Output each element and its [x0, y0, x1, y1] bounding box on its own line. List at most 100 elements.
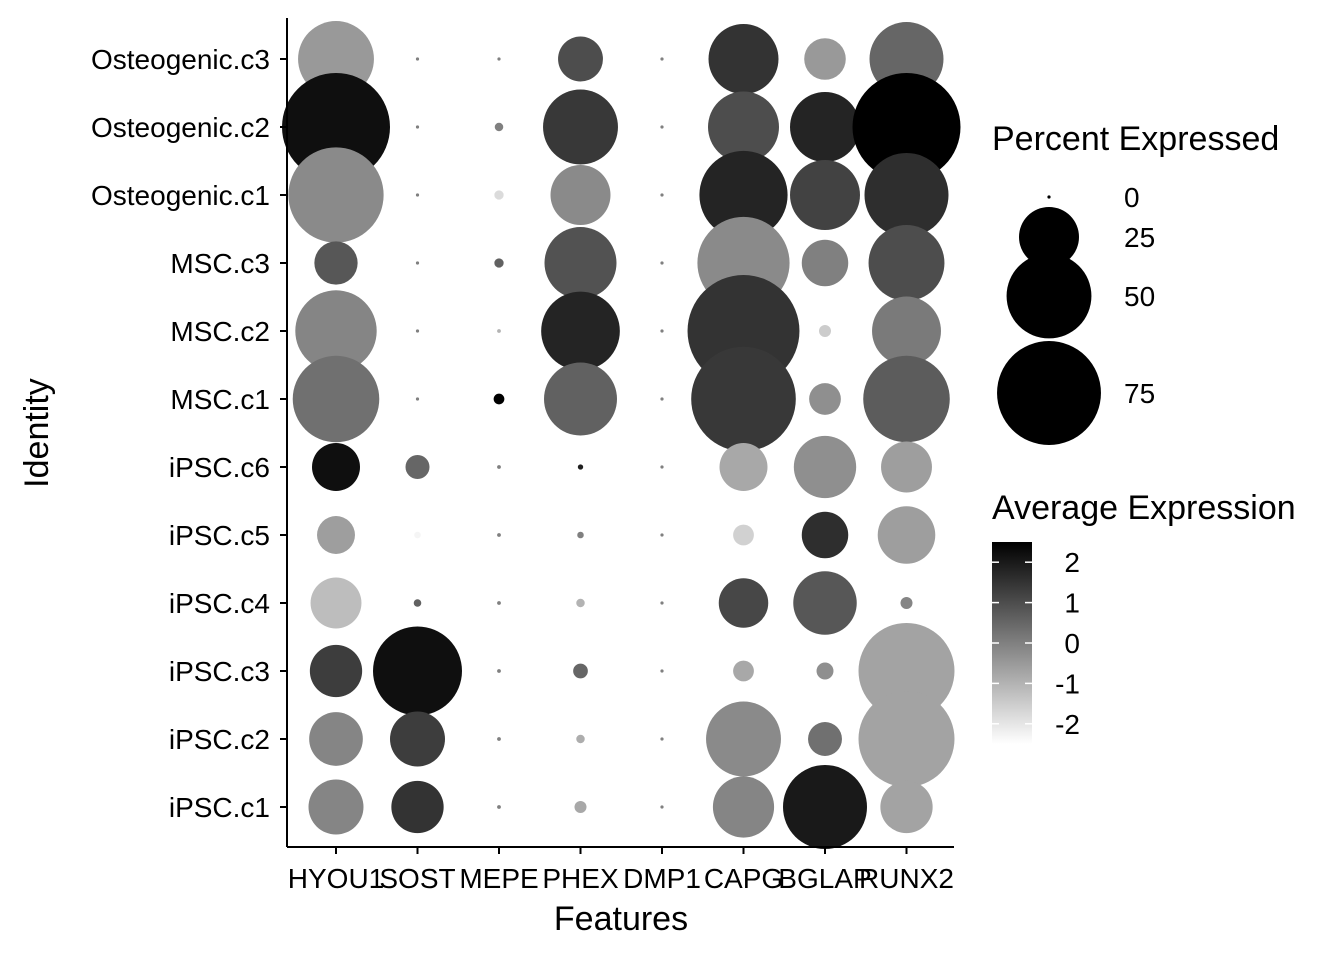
dot-MSC.c3-HYOU1: [314, 241, 358, 285]
colorbar-label: -2: [1055, 709, 1080, 740]
dot-iPSC.c2-HYOU1: [309, 712, 363, 766]
dot-iPSC.c1-BGLAP: [783, 765, 867, 849]
color-legend-title: Average Expression: [992, 489, 1296, 527]
dot-iPSC.c3-SOST: [373, 626, 462, 716]
dot-MSC.c3-BGLAP: [801, 239, 849, 287]
dot-iPSC.c6-CAPG: [719, 443, 768, 491]
dot-MSC.c3-SOST: [415, 261, 420, 265]
dot-MSC.c2-MEPE: [497, 329, 501, 333]
colorbar-label: -1: [1055, 668, 1080, 699]
dot-iPSC.c3-DMP1: [660, 669, 664, 673]
y-tick-label: iPSC.c3: [169, 656, 270, 687]
dot-iPSC.c6-SOST: [405, 455, 430, 479]
size-legend-label: 25: [1124, 222, 1155, 253]
dot-iPSC.c2-PHEX: [576, 734, 585, 744]
y-tick-label: iPSC.c6: [169, 452, 270, 483]
dot-Osteogenic.c2-DMP1: [660, 125, 664, 129]
dot-iPSC.c5-SOST: [414, 531, 421, 539]
x-tick-label: HYOU1: [288, 863, 384, 894]
y-tick-label: iPSC.c1: [169, 792, 270, 823]
colorbar-label: 2: [1064, 547, 1080, 578]
dot-Osteogenic.c2-PHEX: [543, 89, 618, 165]
dot-iPSC.c2-CAPG: [706, 701, 781, 777]
y-tick-label: Osteogenic.c3: [91, 44, 270, 75]
dot-Osteogenic.c3-SOST: [415, 57, 420, 61]
dot-iPSC.c4-PHEX: [576, 598, 585, 608]
dot-iPSC.c3-HYOU1: [309, 644, 363, 698]
dot-Osteogenic.c3-CAPG: [708, 24, 779, 94]
y-tick-label: Osteogenic.c1: [91, 180, 270, 211]
size-legend-dot: [997, 341, 1101, 445]
dot-iPSC.c4-MEPE: [497, 601, 501, 605]
dot-MSC.c3-DMP1: [660, 261, 664, 265]
dot-iPSC.c4-DMP1: [660, 601, 664, 605]
y-axis-title: Identity: [18, 378, 56, 488]
dot-iPSC.c5-DMP1: [660, 533, 664, 537]
dot-MSC.c2-BGLAP: [819, 325, 831, 337]
dot-iPSC.c3-MEPE: [497, 669, 501, 673]
y-tick-label: MSC.c3: [170, 248, 270, 279]
dot-MSC.c1-DMP1: [660, 397, 664, 401]
dot-Osteogenic.c3-DMP1: [660, 57, 664, 61]
x-tick-label: BGLAP: [778, 863, 871, 894]
y-tick-label: iPSC.c5: [169, 520, 270, 551]
dot-iPSC.c4-BGLAP: [793, 571, 857, 635]
y-tick-label: Osteogenic.c2: [91, 112, 270, 143]
dot-MSC.c2-DMP1: [660, 329, 664, 333]
size-legend: Percent Expressed 0 25 50 75: [992, 120, 1279, 445]
dot-Osteogenic.c2-CAPG: [708, 91, 779, 163]
dot-iPSC.c3-PHEX: [573, 663, 588, 679]
dot-iPSC.c5-BGLAP: [801, 511, 849, 559]
dot-iPSC.c1-HYOU1: [308, 779, 364, 835]
dot-Osteogenic.c2-BGLAP: [790, 92, 860, 162]
dot-Osteogenic.c1-SOST: [415, 193, 420, 197]
y-ticks: Osteogenic.c3 Osteogenic.c2 Osteogenic.c1 M…: [91, 44, 287, 823]
dot-iPSC.c1-CAPG: [712, 776, 775, 838]
size-legend-title: Percent Expressed: [992, 120, 1279, 158]
dot-iPSC.c1-DMP1: [660, 805, 664, 809]
dot-iPSC.c3-CAPG: [733, 660, 754, 682]
dot-MSC.c3-MEPE: [494, 258, 504, 268]
dot-iPSC.c6-DMP1: [660, 465, 664, 469]
dot-MSC.c2-PHEX: [541, 291, 620, 371]
dot-Osteogenic.c1-DMP1: [660, 193, 664, 197]
dot-MSC.c2-HYOU1: [295, 290, 377, 372]
dot-Osteogenic.c1-HYOU1: [288, 147, 384, 243]
colorbar-label: 0: [1064, 628, 1080, 659]
dot-iPSC.c2-SOST: [390, 711, 445, 767]
dot-iPSC.c1-PHEX: [574, 801, 587, 813]
size-legend-label: 50: [1124, 281, 1155, 312]
dot-Osteogenic.c3-PHEX: [558, 36, 603, 82]
dot-MSC.c1-HYOU1: [292, 355, 380, 443]
dot-iPSC.c4-SOST: [413, 599, 422, 607]
dot-MSC.c1-MEPE: [493, 393, 505, 405]
dot-iPSC.c1-SOST: [391, 780, 444, 834]
dot-iPSC.c6-BGLAP: [793, 435, 857, 499]
dot-MSC.c3-RUNX2: [868, 225, 945, 301]
dot-iPSC.c4-RUNX2: [900, 597, 913, 609]
dot-Osteogenic.c2-HYOU1: [282, 73, 390, 181]
size-legend-label: 75: [1124, 378, 1155, 409]
x-tick-label: RUNX2: [859, 863, 954, 894]
dot-MSC.c2-SOST: [415, 329, 420, 333]
x-tick-label: PHEX: [542, 863, 619, 894]
y-tick-label: MSC.c1: [170, 384, 270, 415]
x-tick-label: CAPG: [704, 863, 783, 894]
axes-layer: [286, 18, 954, 848]
dot-iPSC.c5-MEPE: [497, 533, 501, 537]
dot-MSC.c1-BGLAP: [809, 383, 841, 415]
dots-layer: [282, 21, 961, 849]
dot-Osteogenic.c2-SOST: [415, 125, 420, 129]
dot-Osteogenic.c1-BGLAP: [790, 160, 860, 230]
dot-iPSC.c2-RUNX2: [858, 691, 955, 787]
dot-iPSC.c6-RUNX2: [881, 441, 932, 493]
size-legend-dot: [1019, 207, 1079, 267]
size-legend-dot: [1006, 253, 1092, 339]
dot-iPSC.c2-DMP1: [660, 737, 664, 741]
dot-iPSC.c5-CAPG: [733, 524, 754, 546]
dot-Osteogenic.c2-RUNX2: [852, 73, 961, 181]
dot-MSC.c3-PHEX: [544, 227, 617, 299]
dot-Osteogenic.c1-PHEX: [550, 165, 611, 225]
